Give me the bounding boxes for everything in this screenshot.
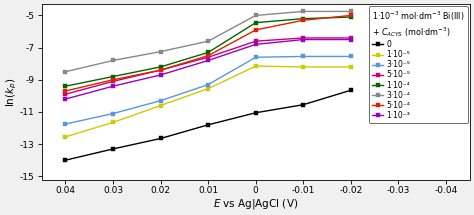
Y-axis label: $\ln(k_p)$: $\ln(k_p)$ xyxy=(4,77,18,107)
Legend: 0, 1·10⁻⁵, 3·10⁻⁵, 5·10⁻⁵, 1·10⁻⁴, 3·10⁻⁴, 5·10⁻⁴, 1·10⁻³: 0, 1·10⁻⁵, 3·10⁻⁵, 5·10⁻⁵, 1·10⁻⁴, 3·10⁻… xyxy=(369,6,467,123)
X-axis label: $E$ vs Ag|AgCl (V): $E$ vs Ag|AgCl (V) xyxy=(213,197,298,211)
